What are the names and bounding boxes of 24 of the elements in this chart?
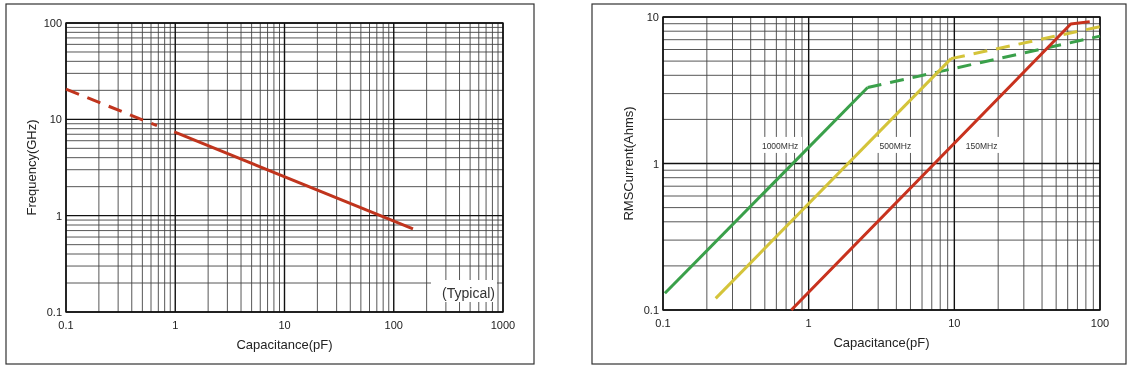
x-tick-label: 1 [805,317,812,329]
y-axis-title: Frequency(GHz) [24,119,39,216]
y-tick-label: 0.1 [46,306,62,318]
x-tick-label: 100 [384,319,403,331]
x-tick-label: 1000 [490,319,516,331]
x-tick-label: 0.1 [655,317,671,329]
y-tick-label: 1 [652,157,659,170]
x-tick-label: 10 [278,319,291,331]
y-tick-label: 1 [55,209,62,222]
x-tick-label: 1 [172,319,179,331]
x-axis-title: Capacitance(pF) [833,335,930,350]
y-tick-label: 10 [646,11,659,23]
x-tick-label: 10 [948,317,961,329]
annotation: (Typical) [442,285,495,301]
x-axis-title: Capacitance(pF) [236,337,333,352]
y-tick-label: 0.1 [643,304,659,316]
x-tick-label: 0.1 [58,319,74,331]
series-label: 500MHz [879,140,912,151]
series-label: 1000MHz [761,140,799,151]
y-tick-label: 100 [43,17,62,29]
x-tick-label: 100 [1090,317,1110,329]
y-tick-label: 10 [49,113,62,126]
y-axis-title: RMSCurrent(Ahms) [621,106,636,221]
series-label: 150MHz [965,140,998,151]
